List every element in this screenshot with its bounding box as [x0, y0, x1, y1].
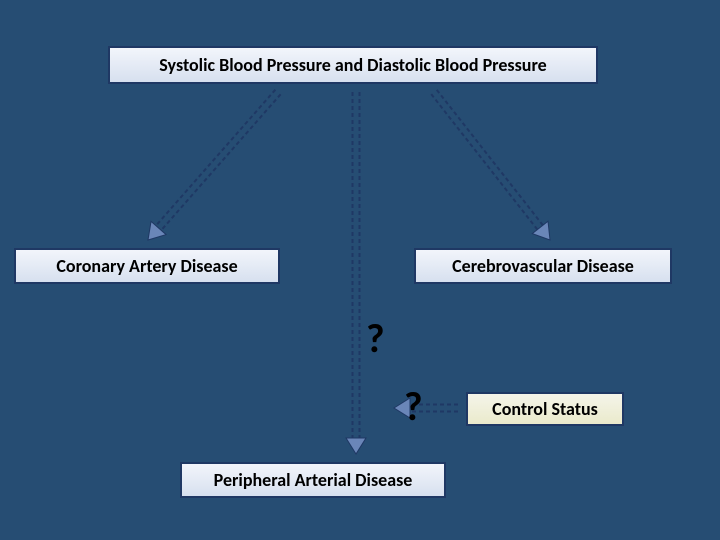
node-top: Systolic Blood Pressure and Diastolic Bl… — [108, 46, 598, 84]
node-cerebrovascular-label: Cerebrovascular Disease — [452, 255, 634, 277]
node-peripheral-label: Peripheral Arterial Disease — [214, 469, 413, 491]
node-cerebrovascular: Cerebrovascular Disease — [414, 248, 672, 284]
node-control-status-label: Control Status — [492, 398, 598, 420]
question-mark-2: ? — [404, 382, 423, 431]
node-top-label: Systolic Blood Pressure and Diastolic Bl… — [159, 54, 546, 76]
node-coronary-label: Coronary Artery Disease — [56, 255, 237, 277]
node-coronary: Coronary Artery Disease — [14, 248, 280, 284]
diagram-canvas: Systolic Blood Pressure and Diastolic Bl… — [0, 0, 720, 540]
node-control-status: Control Status — [466, 392, 624, 426]
node-peripheral: Peripheral Arterial Disease — [180, 462, 446, 498]
question-mark-1: ? — [366, 314, 385, 363]
